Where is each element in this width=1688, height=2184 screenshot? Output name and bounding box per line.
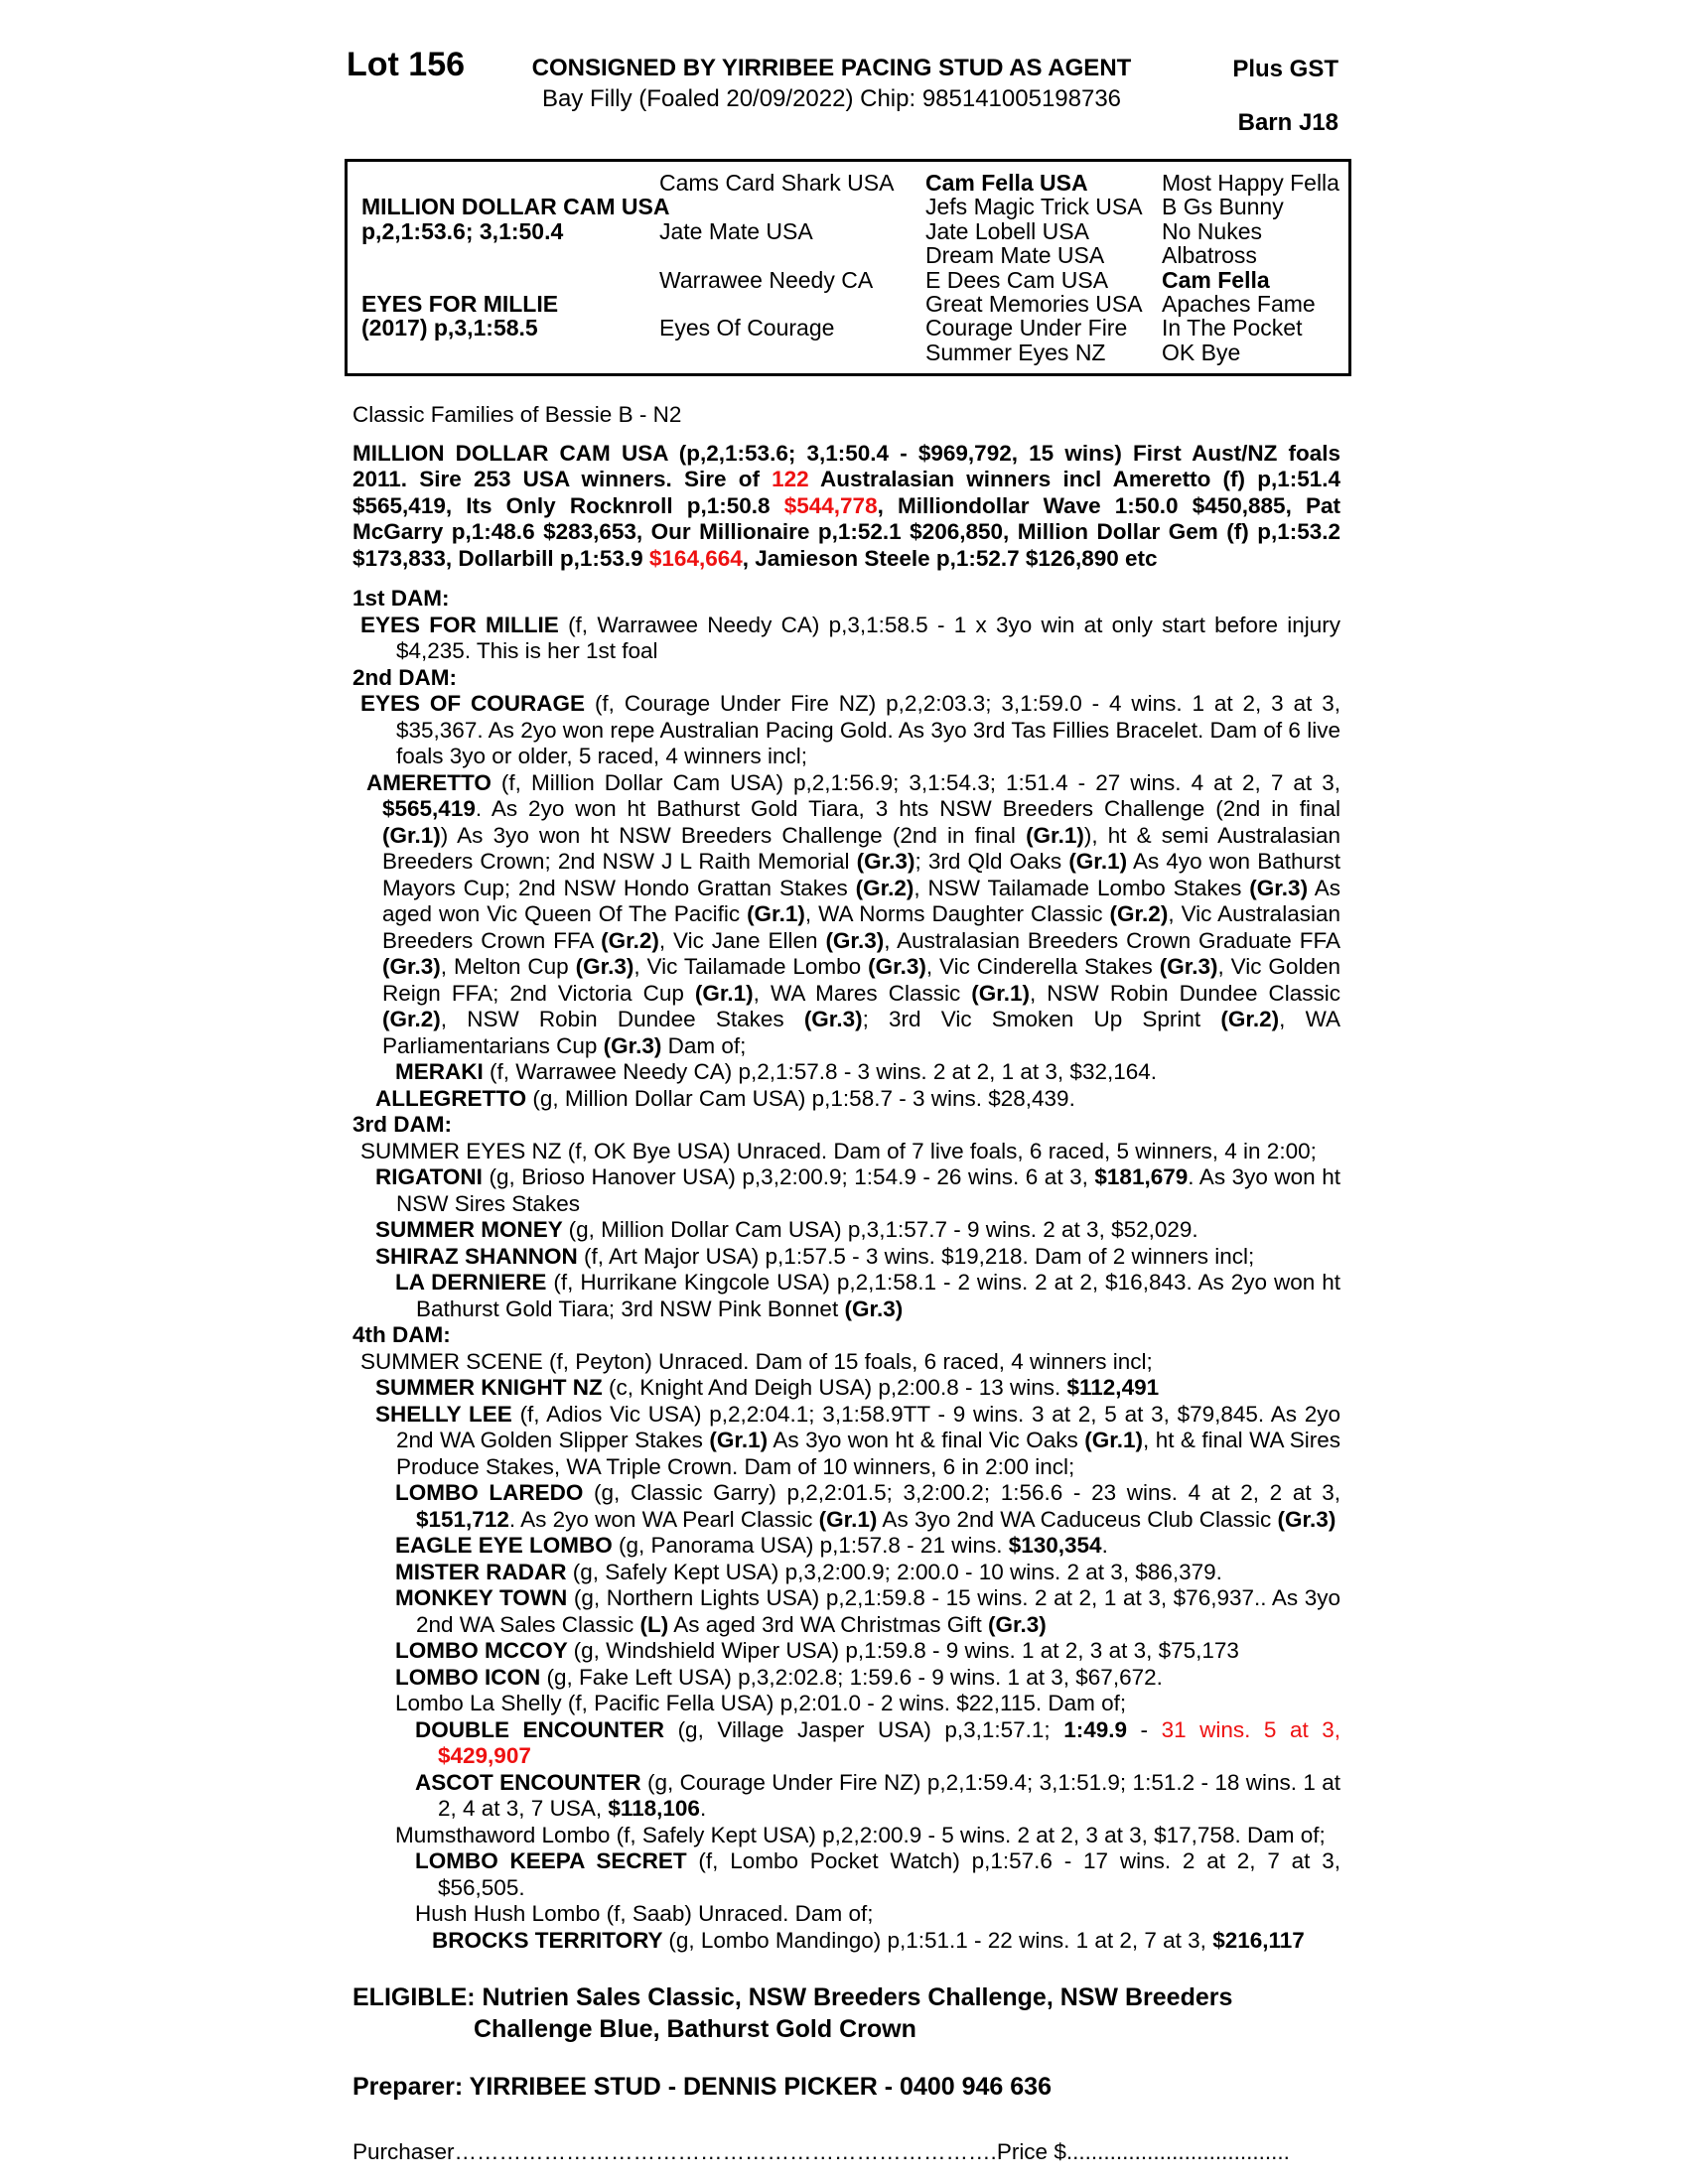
horse-entry: DOUBLE ENCOUNTER (g, Village Jasper USA)… bbox=[415, 1716, 1341, 1769]
horse-entry: MERAKI (f, Warrawee Needy CA) p,2,1:57.8… bbox=[395, 1059, 1158, 1085]
horse-entry: LOMBO ICON (g, Fake Left USA) p,3,2:02.8… bbox=[395, 1664, 1163, 1690]
horse-entry: AMERETTO (f, Million Dollar Cam USA) p,2… bbox=[366, 769, 1341, 1058]
horse-entry: ALLEGRETTO (g, Million Dollar Cam USA) p… bbox=[375, 1085, 1075, 1111]
header-center: CONSIGNED BY YIRRIBEE PACING STUD AS AGE… bbox=[501, 54, 1162, 115]
pedigree-cell: Jefs Magic Trick USA bbox=[925, 194, 1143, 220]
pedigree-cell: Most Happy Fella bbox=[1162, 170, 1339, 196]
dam-heading-1st: 1st DAM: bbox=[352, 586, 450, 612]
price-label: Price $ bbox=[996, 2139, 1066, 2165]
horse-entry: LA DERNIERE (f, Hurrikane Kingcole USA) … bbox=[395, 1270, 1340, 1321]
price-dots: .................................... bbox=[1065, 2139, 1290, 2165]
sire-summary: MILLION DOLLAR CAM USA (p,2,1:53.6; 3,1:… bbox=[352, 440, 1340, 571]
eligible-line1: ELIGIBLE: Nutrien Sales Classic, NSW Bre… bbox=[352, 1983, 1233, 2012]
pedigree-cell: In The Pocket bbox=[1162, 315, 1303, 341]
header: Lot 156 CONSIGNED BY YIRRIBEE PACING STU… bbox=[347, 46, 1340, 147]
pedigree-cell: No Nukes bbox=[1162, 217, 1262, 244]
pedigree-cell: Cam Fella USA bbox=[925, 170, 1088, 196]
pedigree-cell: Cams Card Shark USA bbox=[659, 170, 895, 196]
pedigree-cell: Great Memories USA bbox=[925, 290, 1143, 317]
dam-heading-3rd: 3rd DAM: bbox=[352, 1112, 452, 1138]
horse-entry: SUMMER SCENE (f, Peyton) Unraced. Dam of… bbox=[360, 1348, 1153, 1374]
horse-entry: EYES FOR MILLIE (f, Warrawee Needy CA) p… bbox=[360, 612, 1340, 664]
pedigree-cell: Eyes Of Courage bbox=[659, 315, 835, 341]
pedigree-cell: Courage Under Fire bbox=[925, 315, 1128, 341]
preparer-line: Preparer: YIRRIBEE STUD - DENNIS PICKER … bbox=[352, 2073, 1052, 2102]
pedigree-table: MILLION DOLLAR CAM USA p,2,1:53.6; 3,1:50… bbox=[345, 159, 1351, 377]
horse-entry: MONKEY TOWN (g, Northern Lights USA) p,2… bbox=[395, 1585, 1340, 1637]
pedigree-cell: Albatross bbox=[1162, 242, 1257, 269]
pedigree-table-grid: MILLION DOLLAR CAM USA p,2,1:53.6; 3,1:50… bbox=[361, 170, 1344, 365]
lot-number: Lot 156 bbox=[347, 46, 466, 83]
foal-description: Bay Filly (Foaled 20/09/2022) Chip: 9851… bbox=[541, 85, 1122, 112]
horse-entry: RIGATONI (g, Brioso Hanover USA) p,3,2:0… bbox=[375, 1164, 1340, 1216]
horse-entry: SUMMER MONEY (g, Million Dollar Cam USA)… bbox=[375, 1217, 1198, 1243]
horse-entry: LOMBO MCCOY (g, Windshield Wiper USA) p,… bbox=[395, 1638, 1239, 1664]
horse-entry: LOMBO LAREDO (g, Classic Garry) p,2,2:01… bbox=[395, 1480, 1340, 1532]
dam-heading-2nd: 2nd DAM: bbox=[352, 664, 457, 690]
family-line: Classic Families of Bessie B - N2 bbox=[352, 402, 682, 428]
purchaser-line: Purchaser……………………………………………………………….Price … bbox=[352, 2139, 1340, 2165]
consignor-line: CONSIGNED BY YIRRIBEE PACING STUD AS AGE… bbox=[531, 55, 1132, 81]
horse-entry: SUMMER EYES NZ (f, OK Bye USA) Unraced. … bbox=[360, 1138, 1317, 1163]
pedigree-cell: Apaches Fame bbox=[1162, 290, 1316, 317]
barn-label: Barn J18 bbox=[1237, 109, 1338, 136]
dam-heading-4th: 4th DAM: bbox=[352, 1322, 451, 1348]
pedigree-cell: Dream Mate USA bbox=[925, 242, 1105, 269]
pedigree-cell: Warrawee Needy CA bbox=[659, 266, 874, 293]
horse-entry: Hush Hush Lombo (f, Saab) Unraced. Dam o… bbox=[415, 1901, 874, 1927]
pedigree-cell: B Gs Bunny bbox=[1162, 194, 1284, 220]
horse-entry: BROCKS TERRITORY (g, Lombo Mandingo) p,1… bbox=[432, 1927, 1305, 1953]
horse-entry: EAGLE EYE LOMBO (g, Panorama USA) p,1:57… bbox=[395, 1533, 1108, 1559]
pedigree-cell: E Dees Cam USA bbox=[925, 266, 1109, 293]
page-content: Lot 156 CONSIGNED BY YIRRIBEE PACING STU… bbox=[345, 46, 1351, 2165]
pedigree-cell: Jate Mate USA bbox=[659, 217, 813, 244]
pedigree-cell: MILLION DOLLAR CAM USA bbox=[361, 194, 670, 220]
pedigree-cell: Summer Eyes NZ bbox=[925, 339, 1106, 365]
pedigree-cell: Jate Lobell USA bbox=[925, 217, 1089, 244]
purchaser-label: Purchaser bbox=[352, 2139, 455, 2165]
horse-entry: SHELLY LEE (f, Adios Vic USA) p,2,2:04.1… bbox=[375, 1401, 1340, 1479]
eligible-block: ELIGIBLE: Nutrien Sales Classic, NSW Bre… bbox=[352, 1981, 1340, 2045]
horse-entry: SHIRAZ SHANNON (f, Art Major USA) p,1:57… bbox=[375, 1243, 1255, 1269]
pedigree-cell: Cam Fella bbox=[1162, 266, 1270, 293]
pedigree-body: MILLION DOLLAR CAM USA (p,2,1:53.6; 3,1:… bbox=[352, 441, 1340, 1955]
pedigree-cell: OK Bye bbox=[1162, 339, 1241, 365]
plus-gst-label: Plus GST bbox=[1232, 56, 1338, 82]
horse-entry: Lombo La Shelly (f, Pacific Fella USA) p… bbox=[395, 1691, 1127, 1716]
pedigree-cell: p,2,1:53.6; 3,1:50.4 bbox=[361, 217, 564, 244]
horse-entry: SUMMER KNIGHT NZ (c, Knight And Deigh US… bbox=[375, 1375, 1160, 1401]
purchaser-dots: ………………………………………………………………. bbox=[454, 2139, 997, 2165]
horse-entry: MISTER RADAR (g, Safely Kept USA) p,3,2:… bbox=[395, 1559, 1222, 1584]
pedigree-cell: EYES FOR MILLIE bbox=[361, 290, 559, 317]
horse-entry: LOMBO KEEPA SECRET (f, Lombo Pocket Watc… bbox=[415, 1848, 1340, 1900]
horse-entry: ASCOT ENCOUNTER (g, Courage Under Fire N… bbox=[415, 1769, 1341, 1822]
pedigree-cell: (2017) p,3,1:58.5 bbox=[361, 315, 538, 341]
horse-entry: EYES OF COURAGE (f, Courage Under Fire N… bbox=[360, 691, 1340, 769]
horse-entry: Mumsthaword Lombo (f, Safely Kept USA) p… bbox=[395, 1822, 1326, 1847]
eligible-line2: Challenge Blue, Bathurst Gold Crown bbox=[474, 2015, 916, 2044]
